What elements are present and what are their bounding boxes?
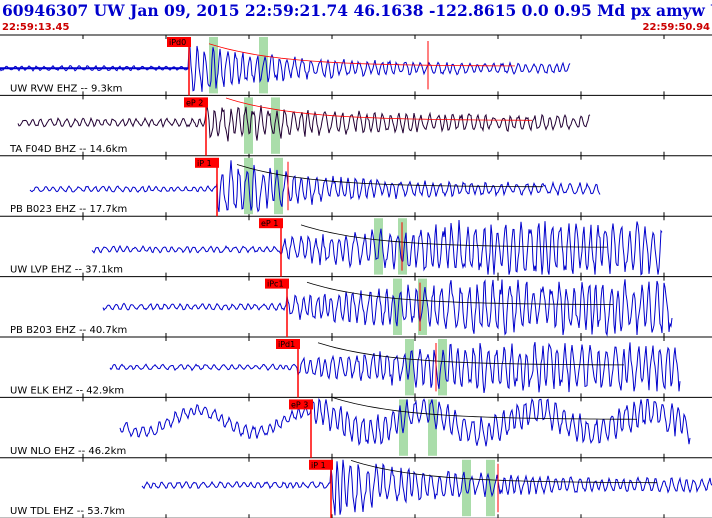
coda-decay-curve xyxy=(208,43,515,67)
coda-decay-curve xyxy=(225,97,532,121)
pick-label: iPc1 xyxy=(267,280,284,289)
seismogram-panel[interactable]: eP 2 TA F04D BHZ -- 14.6km xyxy=(0,95,712,157)
coda-window xyxy=(244,157,253,215)
station-label: UW LVP EHZ -- 37.1km xyxy=(10,265,123,276)
coda-window xyxy=(438,339,447,396)
coda-decay-curve xyxy=(306,281,613,305)
seismogram-panel[interactable]: iPd0 UW RVW EHZ -- 9.3km xyxy=(0,34,712,96)
station-label: PB B203 EHZ -- 40.7km xyxy=(10,325,127,336)
station-label: UW RVW EHZ -- 9.3km xyxy=(10,83,122,94)
coda-window xyxy=(209,37,218,94)
pick-label: iP 1 xyxy=(311,461,326,470)
pick-label: eP 1 xyxy=(261,219,278,228)
waveform-trace xyxy=(91,219,663,276)
waveform-trace xyxy=(109,341,681,393)
station-label: UW ELK EHZ -- 42.9km xyxy=(10,385,124,396)
pick-label-box[interactable] xyxy=(184,97,208,108)
pick-label-box[interactable] xyxy=(195,157,219,168)
station-label: UW NLO EHZ -- 46.2km xyxy=(10,446,126,457)
pick-label-box[interactable] xyxy=(259,218,283,229)
pick-label: eP 2 xyxy=(186,98,203,107)
coda-decay-curve xyxy=(300,224,607,248)
station-label: UW TDL EHZ -- 53.7km xyxy=(10,506,125,517)
station-label: TA F04D BHZ -- 14.6km xyxy=(9,144,127,155)
waveform-trace xyxy=(141,459,712,516)
waveform-trace xyxy=(119,397,691,447)
waveform-trace xyxy=(0,45,571,92)
pick-label: iPd1 xyxy=(278,340,295,349)
coda-window xyxy=(428,399,437,456)
station-label: PB B023 EHZ -- 17.7km xyxy=(10,204,127,215)
waveform-trace xyxy=(17,105,591,142)
waveform-trace xyxy=(29,160,601,213)
pick-label: iP 1 xyxy=(197,159,212,168)
pick-label-box[interactable] xyxy=(309,459,333,470)
pick-label-box[interactable] xyxy=(167,37,191,47)
event-header-title: 60946307 UW Jan 09, 2015 22:59:21.74 46.… xyxy=(2,1,712,20)
coda-window xyxy=(462,459,471,517)
pick-label: eP 3 xyxy=(291,400,308,409)
seismogram-panel[interactable]: iP 1 PB B023 EHZ -- 17.7km xyxy=(0,155,712,217)
end-time-label: 22:59:50.94 xyxy=(642,22,710,33)
waveform-trace xyxy=(102,279,673,337)
pick-label-box[interactable] xyxy=(289,399,313,410)
coda-decay-curve xyxy=(330,396,638,420)
coda-window xyxy=(271,97,280,154)
coda-window xyxy=(393,278,402,335)
coda-decay-curve xyxy=(317,342,624,366)
coda-decay-curve xyxy=(350,460,657,484)
seismogram-panel[interactable]: eP 3 UW NLO EHZ -- 46.2km xyxy=(0,396,712,459)
pick-label-box[interactable] xyxy=(265,278,289,289)
start-time-label: 22:59:13.45 xyxy=(2,22,70,33)
seismogram-panel[interactable]: iPc1 PB B203 EHZ -- 40.7km xyxy=(0,276,712,338)
pick-label-box[interactable] xyxy=(276,339,300,349)
seismogram-panel[interactable]: iP 1 UW TDL EHZ -- 53.7km xyxy=(0,457,712,518)
seismogram-panel[interactable]: iPd1 UW ELK EHZ -- 42.9km xyxy=(0,337,712,398)
seismogram-panel[interactable]: eP 1 UW LVP EHZ -- 37.1km xyxy=(0,216,712,278)
pick-label: iPd0 xyxy=(169,38,186,47)
